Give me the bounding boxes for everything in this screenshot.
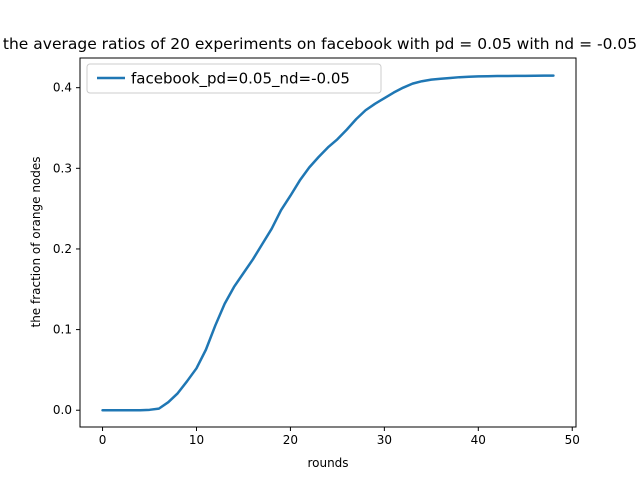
plot-area-frame: [79, 57, 577, 428]
x-tick-label: 0: [99, 433, 107, 447]
y-tick-label: 0.4: [53, 81, 72, 95]
y-axis-label: the fraction of orange nodes: [29, 156, 43, 327]
legend-box: [86, 63, 382, 94]
series-line: [101, 74, 555, 412]
x-tick-label: 30: [377, 433, 392, 447]
x-tick-label: 10: [189, 433, 204, 447]
x-tick-label: 40: [471, 433, 486, 447]
chart-title: the average ratios of 20 experiments on …: [3, 35, 637, 53]
x-axis-label: rounds: [307, 456, 348, 470]
y-tick-label: 0.2: [53, 242, 72, 256]
x-tick-label: 20: [283, 433, 298, 447]
y-tick-label: 0.1: [53, 323, 72, 337]
x-axis-ticks: 0 10 20 30 40 50: [99, 427, 580, 447]
x-tick-label: 50: [565, 433, 580, 447]
legend: facebook_pd=0.05_nd=-0.05: [86, 63, 382, 94]
series-layer: [101, 74, 555, 412]
y-tick-label: 0.3: [53, 161, 72, 175]
y-tick-label: 0.0: [53, 403, 72, 417]
legend-entry-label: facebook_pd=0.05_nd=-0.05: [131, 70, 350, 89]
y-axis-ticks: 0.0 0.1 0.2 0.3 0.4: [53, 81, 80, 417]
